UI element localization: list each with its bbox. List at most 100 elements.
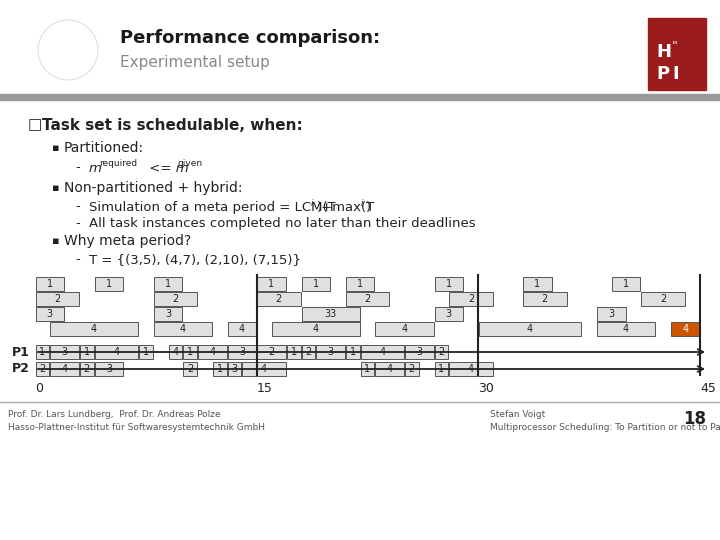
- Text: Non-partitioned + hybrid:: Non-partitioned + hybrid:: [64, 181, 243, 195]
- Text: 4: 4: [312, 324, 319, 334]
- Text: ▪: ▪: [52, 236, 60, 246]
- Text: Why meta period?: Why meta period?: [64, 234, 192, 248]
- Bar: [257, 277, 286, 291]
- Bar: [302, 307, 359, 321]
- Text: All task instances completed no later than their deadlines: All task instances completed no later th…: [89, 218, 476, 231]
- Text: □: □: [28, 118, 42, 132]
- Text: 4: 4: [210, 347, 215, 357]
- Text: 3: 3: [106, 364, 112, 374]
- Text: 1: 1: [357, 279, 363, 289]
- Bar: [94, 362, 123, 376]
- Bar: [257, 292, 300, 306]
- Text: 2: 2: [172, 294, 179, 304]
- Text: 1: 1: [84, 347, 90, 357]
- Text: 2: 2: [269, 347, 274, 357]
- Bar: [434, 362, 449, 376]
- Text: 1: 1: [438, 364, 444, 374]
- Bar: [612, 277, 640, 291]
- Text: 4: 4: [527, 324, 533, 334]
- Text: Stefan Voigt
Multiprocessor Scheduling: To Partition or not to Partition: Stefan Voigt Multiprocessor Scheduling: …: [490, 410, 720, 431]
- Text: 3: 3: [608, 309, 614, 319]
- Bar: [154, 292, 197, 306]
- Text: 2: 2: [305, 347, 312, 357]
- Bar: [434, 307, 463, 321]
- Bar: [80, 345, 94, 359]
- Bar: [35, 307, 64, 321]
- Bar: [154, 277, 182, 291]
- Text: 2: 2: [468, 294, 474, 304]
- Text: 2: 2: [438, 347, 444, 357]
- Text: Task set is schedulable, when:: Task set is schedulable, when:: [42, 118, 302, 132]
- Text: ▪: ▪: [52, 183, 60, 193]
- Text: <= m: <= m: [145, 161, 189, 174]
- Bar: [642, 292, 685, 306]
- Bar: [228, 362, 241, 376]
- Text: i: i: [361, 199, 364, 207]
- Text: H: H: [656, 43, 671, 61]
- Text: P: P: [656, 65, 669, 83]
- Text: ): ): [366, 200, 371, 213]
- Bar: [346, 277, 374, 291]
- Text: 4: 4: [401, 324, 408, 334]
- Text: 3: 3: [47, 309, 53, 319]
- Text: 3: 3: [239, 347, 245, 357]
- Bar: [35, 345, 49, 359]
- Bar: [228, 322, 256, 336]
- Text: 2: 2: [54, 294, 60, 304]
- Text: P1: P1: [12, 346, 30, 359]
- Text: 4: 4: [172, 347, 179, 357]
- Text: 2: 2: [660, 294, 666, 304]
- Bar: [168, 345, 182, 359]
- Text: 45: 45: [700, 382, 716, 395]
- Bar: [94, 345, 138, 359]
- Text: P2: P2: [12, 362, 30, 375]
- Text: 1: 1: [623, 279, 629, 289]
- Bar: [346, 345, 359, 359]
- Text: 0: 0: [35, 382, 43, 395]
- Text: 2: 2: [364, 294, 371, 304]
- Text: Performance comparison:: Performance comparison:: [120, 29, 380, 47]
- Bar: [346, 292, 390, 306]
- Text: m: m: [89, 161, 102, 174]
- Text: 1: 1: [446, 279, 452, 289]
- Bar: [139, 345, 153, 359]
- Text: 4: 4: [468, 364, 474, 374]
- Text: 1: 1: [364, 364, 371, 374]
- Bar: [228, 345, 256, 359]
- Text: -: -: [75, 218, 80, 231]
- Text: 1: 1: [350, 347, 356, 357]
- Bar: [671, 322, 700, 336]
- Text: 33: 33: [325, 309, 337, 319]
- Text: 4: 4: [379, 347, 385, 357]
- Bar: [35, 292, 78, 306]
- Bar: [648, 18, 706, 90]
- Bar: [523, 292, 567, 306]
- Text: 1: 1: [47, 279, 53, 289]
- Bar: [35, 362, 49, 376]
- Bar: [479, 322, 581, 336]
- Text: 4: 4: [387, 364, 392, 374]
- Bar: [302, 277, 330, 291]
- Text: 3: 3: [328, 347, 333, 357]
- Text: ▪: ▪: [52, 143, 60, 153]
- Text: -: -: [75, 253, 80, 267]
- Bar: [405, 345, 433, 359]
- Bar: [154, 307, 182, 321]
- Bar: [154, 322, 212, 336]
- Bar: [94, 277, 123, 291]
- Text: 2: 2: [409, 364, 415, 374]
- Bar: [375, 322, 433, 336]
- Text: 1: 1: [106, 279, 112, 289]
- Text: 3: 3: [61, 347, 68, 357]
- Text: 1: 1: [534, 279, 541, 289]
- Bar: [184, 362, 197, 376]
- Text: 30: 30: [478, 382, 494, 395]
- Text: 4: 4: [239, 324, 245, 334]
- Bar: [50, 362, 78, 376]
- Text: )+max(T: )+max(T: [317, 200, 375, 213]
- Text: 2: 2: [541, 294, 548, 304]
- Text: i: i: [311, 199, 313, 207]
- Text: 3: 3: [416, 347, 423, 357]
- Text: 1: 1: [217, 364, 222, 374]
- Bar: [597, 307, 626, 321]
